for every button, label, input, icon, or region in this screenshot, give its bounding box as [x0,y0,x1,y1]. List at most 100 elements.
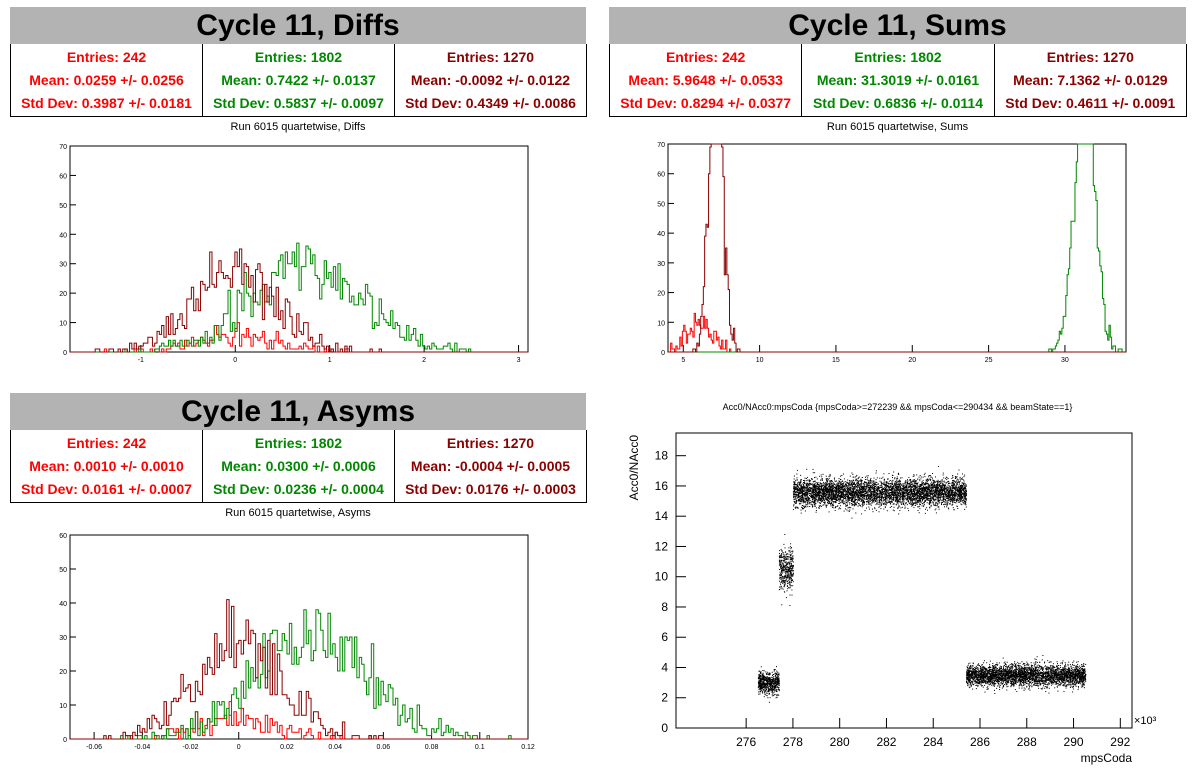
scatter-point [963,503,965,505]
scatter-point [965,503,967,505]
scatter-point [832,489,833,491]
scatter-point [870,477,872,479]
scatter-point [906,504,908,506]
scatter-point [782,552,784,554]
scatter-point [849,506,851,508]
scatter-point [965,491,967,493]
y-tick-label: 20 [59,669,67,676]
scatter-point [911,486,912,488]
scatter-point [858,484,860,486]
scatter-point [814,498,816,500]
scatter-point [899,489,901,491]
scatter-point [946,500,948,502]
scatter-point [943,498,944,500]
scatter-point [836,489,838,491]
scatter-point [941,494,942,496]
scatter-point [895,491,897,493]
scatter-point [788,569,790,571]
x-tick-label: 0.08 [425,744,439,751]
scatter-point [842,492,844,494]
scatter-point [823,494,825,496]
scatter-point [777,680,778,682]
scatter-point [938,494,940,496]
scatter-point [773,681,775,683]
scatter-point [922,503,923,505]
scatter-point [844,494,846,496]
scatter-point [842,493,844,495]
scatter-point [801,499,803,501]
scatter-point [898,485,900,487]
scatter-point [788,587,790,589]
scatter-point [875,481,877,483]
scatter-point [956,495,958,497]
scatter-point [813,491,815,493]
scatter-point [765,679,766,681]
stats-box-red: Entries: 242 Mean: 0.0259 +/- 0.0256 Std… [10,44,203,117]
scatter-point [793,481,795,483]
scatter-point [892,484,893,485]
scatter-point [826,480,828,482]
scatter-point [878,499,880,501]
y-tick-label: 30 [657,261,665,268]
scatter-point [951,504,953,506]
scatter-point [872,508,873,510]
scatter-point [938,492,940,494]
scatter-point [758,675,760,677]
scatter-point [857,492,859,494]
scatter-point [892,485,894,487]
scatter-point [905,489,907,491]
scatter-point [777,683,779,684]
scatter-point [812,490,814,492]
scatter-point [895,485,897,487]
scatter-point [875,493,877,495]
scatter-point [845,490,847,492]
scatter-point [782,588,784,590]
scatter-point [768,672,770,674]
scatter-point [910,487,912,489]
scatter-point [882,486,883,488]
scatter-point [935,486,937,488]
scatter-point [915,493,917,495]
scatter-point [826,491,827,493]
scatter-point [956,482,958,484]
scatter-point [824,503,826,505]
scatter-point [848,487,850,489]
scatter-point [772,688,774,690]
scatter-point [865,497,867,499]
scatter-point [898,499,900,501]
scatter-point [906,491,908,492]
scatter-point [963,486,965,488]
scatter-point [833,496,835,498]
scatter-point [802,499,804,501]
scatter-point [936,480,938,482]
scatter-point [961,498,963,500]
scatter-point [830,498,832,499]
scatter-point [821,492,823,494]
stat-std: Std Dev: 0.0161 +/- 0.0007 [21,480,192,497]
scatter-point [952,499,953,501]
scatter-point [780,557,782,559]
scatter-point [918,512,920,514]
scatter-point [831,500,833,502]
scatter-point [793,504,795,506]
scatter-point [939,492,941,494]
scatter-point [791,562,792,564]
scatter-point [785,555,787,557]
scatter-point [899,492,901,494]
scatter-point [920,498,922,500]
scatter-point [923,490,925,492]
x-tick-label: 280 [830,735,850,749]
scatter-point [800,474,802,476]
scatter-point [869,491,871,492]
scatter-point [774,681,776,683]
scatter-point [785,557,787,559]
scatter-point [839,505,841,507]
scatter-point [855,503,856,505]
scatter-point [764,683,765,685]
scatter-point [761,678,763,680]
scatter-point [781,587,783,589]
scatter-point [935,505,937,507]
scatter-point [879,502,880,504]
scatter-point [903,497,905,499]
stat-entries: Entries: 242 [665,49,746,66]
